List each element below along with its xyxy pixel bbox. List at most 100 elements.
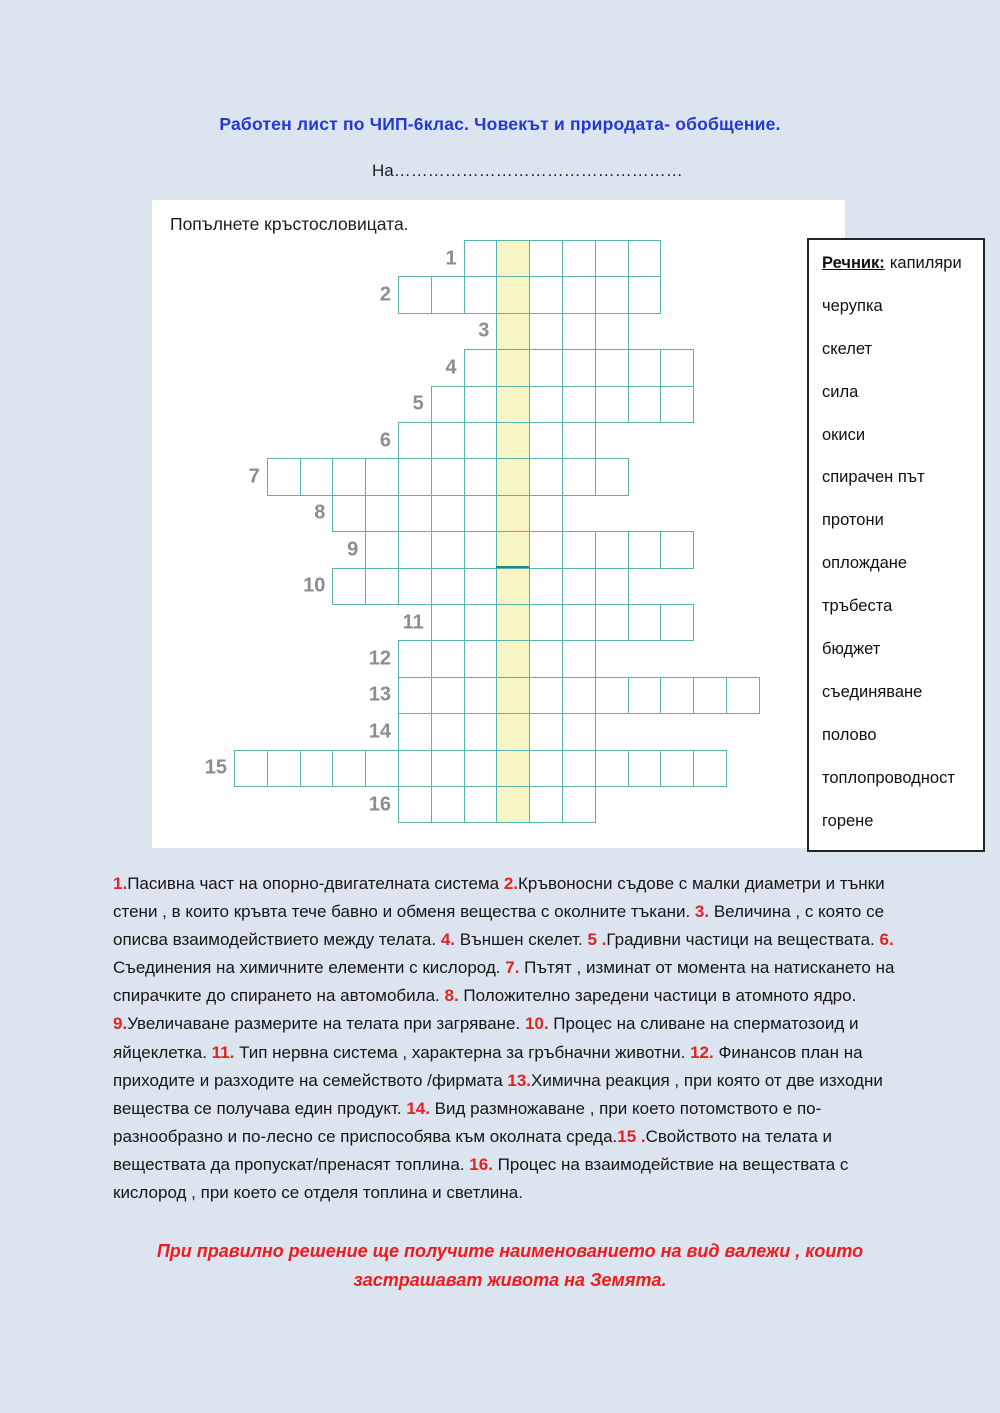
crossword-cell-highlight[interactable] — [496, 604, 531, 642]
crossword-cell[interactable] — [529, 567, 563, 605]
crossword-cell[interactable] — [561, 385, 596, 423]
crossword-cell[interactable] — [594, 458, 629, 496]
crossword-cell[interactable] — [693, 676, 727, 715]
crossword-cell[interactable] — [529, 349, 563, 387]
crossword-cell[interactable] — [463, 713, 498, 751]
crossword-cell[interactable] — [397, 458, 432, 496]
crossword-cell[interactable] — [398, 276, 432, 314]
crossword-cell[interactable] — [430, 567, 465, 605]
crossword-cell[interactable] — [561, 713, 596, 751]
crossword-cell[interactable] — [529, 422, 563, 460]
crossword-cell[interactable] — [463, 240, 498, 278]
crossword-cell[interactable] — [561, 531, 596, 569]
crossword-cell[interactable] — [463, 531, 498, 569]
crossword-cell-highlight[interactable] — [496, 349, 531, 387]
crossword-cell[interactable] — [529, 604, 563, 642]
crossword-cell[interactable] — [266, 458, 301, 496]
crossword-cell[interactable] — [463, 385, 498, 423]
crossword-cell[interactable] — [463, 458, 498, 496]
crossword-cell[interactable] — [561, 458, 596, 496]
crossword-cell[interactable] — [430, 676, 465, 715]
crossword-cell[interactable] — [430, 640, 465, 678]
crossword-cell[interactable] — [561, 676, 596, 715]
crossword-cell-highlight[interactable] — [496, 458, 531, 496]
crossword-cell[interactable] — [627, 349, 662, 387]
crossword-cell[interactable] — [594, 240, 629, 278]
crossword-cell-highlight[interactable] — [496, 786, 531, 824]
crossword-cell[interactable] — [594, 531, 629, 569]
crossword-cell[interactable] — [397, 567, 432, 605]
crossword-cell[interactable] — [365, 494, 399, 533]
crossword-cell[interactable] — [594, 567, 629, 605]
crossword-cell[interactable] — [594, 276, 629, 314]
crossword-cell-highlight[interactable] — [496, 567, 531, 605]
crossword-cell[interactable] — [397, 749, 432, 787]
crossword-cell[interactable] — [430, 604, 465, 642]
crossword-cell[interactable] — [332, 567, 367, 605]
crossword-cell[interactable] — [365, 531, 399, 569]
crossword-cell[interactable] — [693, 749, 727, 787]
crossword-cell[interactable] — [627, 531, 662, 569]
crossword-cell[interactable] — [561, 640, 596, 678]
crossword-cell[interactable] — [463, 640, 498, 678]
crossword-cell[interactable] — [660, 385, 695, 423]
crossword-cell-highlight[interactable] — [496, 640, 531, 678]
crossword-cell[interactable] — [561, 567, 596, 605]
crossword-cell[interactable] — [561, 240, 596, 278]
crossword-cell-highlight[interactable] — [496, 531, 531, 569]
crossword-cell-highlight[interactable] — [496, 385, 531, 423]
crossword-cell[interactable] — [529, 494, 563, 533]
crossword-cell[interactable] — [561, 786, 596, 824]
crossword-cell[interactable] — [463, 567, 498, 605]
crossword-cell[interactable] — [430, 422, 465, 460]
crossword-cell-highlight[interactable] — [496, 276, 531, 314]
crossword-cell[interactable] — [398, 713, 432, 751]
crossword-cell[interactable] — [594, 676, 629, 715]
crossword-cell[interactable] — [430, 458, 465, 496]
crossword-cell[interactable] — [561, 604, 596, 642]
crossword-cell[interactable] — [660, 676, 695, 715]
crossword-cell[interactable] — [529, 276, 563, 314]
crossword-cell[interactable] — [660, 604, 695, 642]
crossword-cell-highlight[interactable] — [496, 713, 531, 751]
crossword-cell[interactable] — [299, 749, 334, 787]
crossword-cell[interactable] — [398, 786, 432, 824]
crossword-cell-highlight[interactable] — [496, 240, 531, 278]
crossword-cell[interactable] — [627, 604, 662, 642]
crossword-cell[interactable] — [430, 713, 465, 751]
crossword-cell[interactable] — [463, 786, 498, 824]
crossword-cell[interactable] — [332, 749, 367, 787]
crossword-cell[interactable] — [430, 786, 465, 824]
crossword-cell[interactable] — [430, 749, 465, 787]
crossword-cell[interactable] — [398, 676, 432, 715]
crossword-cell[interactable] — [627, 385, 662, 423]
crossword-cell[interactable] — [365, 567, 399, 605]
crossword-cell[interactable] — [561, 422, 596, 460]
crossword-cell[interactable] — [594, 349, 629, 387]
crossword-cell[interactable] — [463, 604, 498, 642]
crossword-cell[interactable] — [627, 240, 662, 278]
crossword-cell[interactable] — [430, 385, 465, 423]
crossword-cell[interactable] — [398, 640, 432, 678]
crossword-cell-highlight[interactable] — [496, 312, 531, 351]
crossword-cell[interactable] — [430, 531, 465, 569]
crossword-cell[interactable] — [529, 531, 563, 569]
crossword-cell[interactable] — [299, 458, 334, 496]
crossword-cell[interactable] — [627, 276, 662, 314]
crossword-cell[interactable] — [594, 749, 629, 787]
crossword-cell[interactable] — [529, 312, 563, 351]
crossword-cell[interactable] — [463, 749, 498, 787]
crossword-cell[interactable] — [398, 422, 432, 460]
crossword-cell[interactable] — [397, 494, 432, 533]
crossword-cell[interactable] — [660, 531, 695, 569]
crossword-cell[interactable] — [463, 422, 498, 460]
crossword-cell[interactable] — [594, 385, 629, 423]
crossword-cell[interactable] — [725, 676, 760, 715]
crossword-cell[interactable] — [463, 494, 498, 533]
crossword-cell[interactable] — [332, 494, 367, 533]
crossword-cell[interactable] — [463, 276, 498, 314]
crossword-cell[interactable] — [594, 604, 629, 642]
crossword-cell[interactable] — [234, 749, 268, 787]
crossword-cell[interactable] — [529, 640, 563, 678]
crossword-cell[interactable] — [529, 713, 563, 751]
